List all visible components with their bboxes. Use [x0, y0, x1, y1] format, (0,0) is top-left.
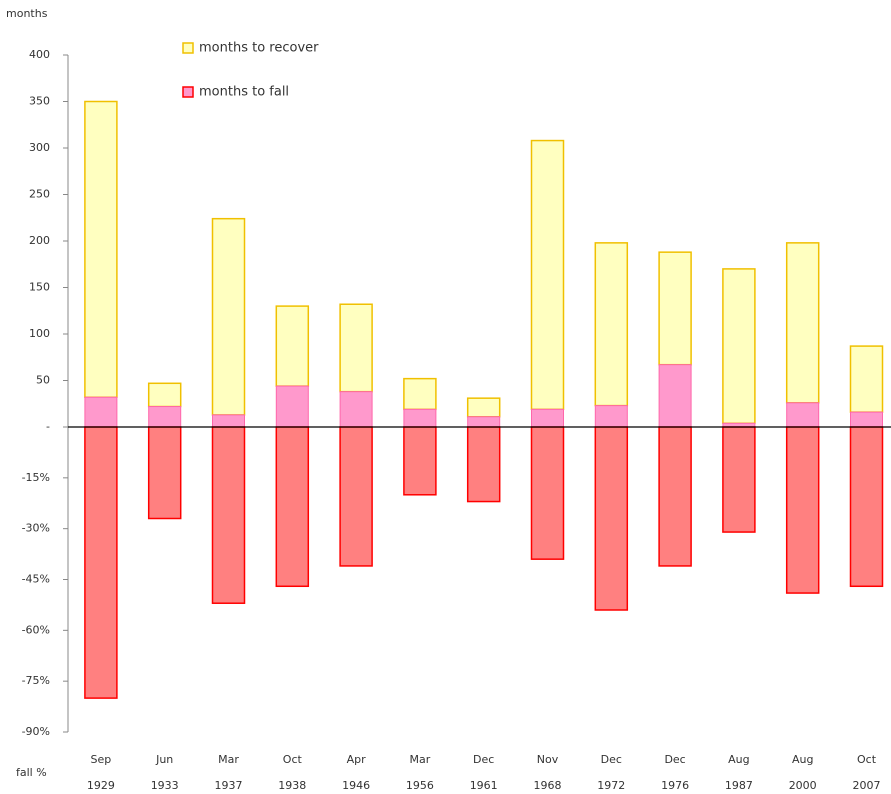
- x-tick-label: 1968: [534, 779, 562, 792]
- fall-months-bar: [275, 385, 309, 428]
- legend-swatch: [182, 86, 194, 98]
- y2-axis-label: fall %: [16, 766, 47, 779]
- fall-percent-bar: [275, 426, 310, 588]
- y2-tick-label: -15%: [22, 471, 50, 484]
- recover-bar: [275, 305, 310, 387]
- fall-percent-bar: [785, 426, 820, 594]
- y-tick-label: 250: [29, 188, 50, 201]
- y2-tick-label: -30%: [22, 522, 50, 535]
- x-tick-label: 1987: [725, 779, 753, 792]
- fall-percent-bar: [594, 426, 629, 611]
- recover-bar: [849, 345, 884, 413]
- recover-bar: [785, 242, 820, 404]
- fall-percent-bar: [84, 426, 118, 699]
- y2-tick-label: -60%: [22, 623, 50, 636]
- recover-bar: [594, 242, 629, 407]
- fall-percent-bar: [658, 426, 692, 567]
- x-tick-label: Jun: [155, 753, 173, 766]
- fall-months-bar: [403, 408, 437, 428]
- fall-months-bar: [850, 411, 883, 428]
- fall-months-bar: [212, 414, 245, 428]
- y-tick-label: 350: [29, 95, 50, 108]
- fall-months-bar: [84, 396, 118, 428]
- legend-label: months to recover: [199, 41, 319, 56]
- fall-percent-bar: [530, 426, 565, 560]
- fall-months-bar: [786, 402, 820, 428]
- y2-tick-label: -45%: [22, 573, 50, 586]
- y2-tick-label: -75%: [22, 674, 50, 687]
- recover-bar: [147, 382, 182, 408]
- y2-tick-label: -90%: [22, 725, 50, 738]
- fall-months-bar: [531, 408, 564, 428]
- recover-bar: [339, 303, 373, 393]
- x-tick-label: Dec: [601, 753, 622, 766]
- fall-percent-bar: [849, 426, 884, 588]
- recover-bar: [530, 139, 565, 411]
- x-tick-label: 1976: [661, 779, 689, 792]
- fall-percent-bar: [466, 426, 501, 503]
- x-tick-label: Dec: [473, 753, 494, 766]
- fall-months-bar: [658, 364, 692, 428]
- x-tick-label: Aug: [728, 753, 749, 766]
- y-tick-label: 300: [29, 141, 50, 154]
- x-tick-label: Mar: [218, 753, 239, 766]
- recover-bar: [211, 217, 246, 416]
- fall-months-bar: [148, 406, 182, 428]
- recover-bar: [466, 397, 501, 418]
- x-tick-label: Nov: [537, 753, 559, 766]
- fall-months-bar: [594, 405, 628, 428]
- fall-percent-bar: [147, 426, 182, 520]
- fall-months-bar: [467, 416, 501, 428]
- x-tick-label: Dec: [664, 753, 685, 766]
- y-tick-label: 200: [29, 234, 50, 247]
- x-tick-label: 1946: [342, 779, 370, 792]
- x-tick-label: Oct: [283, 753, 303, 766]
- legend-label: months to fall: [199, 85, 289, 100]
- y-tick-label: 50: [36, 374, 50, 387]
- x-tick-label: Sep: [91, 753, 112, 766]
- y-tick-label: 150: [29, 281, 50, 294]
- recover-bar: [722, 268, 756, 425]
- x-tick-label: Aug: [792, 753, 813, 766]
- recover-bar: [658, 251, 692, 366]
- x-tick-label: 2007: [853, 779, 881, 792]
- x-tick-label: 1937: [215, 779, 243, 792]
- recover-bar: [403, 377, 437, 411]
- x-tick-label: 1956: [406, 779, 434, 792]
- fall-months-bar: [339, 391, 373, 428]
- y-tick-label: 400: [29, 48, 50, 61]
- x-tick-label: 1938: [278, 779, 306, 792]
- x-tick-label: Mar: [410, 753, 431, 766]
- y-tick-label: 100: [29, 327, 50, 340]
- y-axis-label: months: [6, 7, 48, 20]
- x-tick-label: 1933: [151, 779, 179, 792]
- fall-percent-bar: [339, 426, 373, 567]
- recover-bar: [84, 100, 118, 398]
- fall-percent-bar: [211, 426, 246, 604]
- x-tick-label: Oct: [857, 753, 877, 766]
- x-tick-label: 2000: [789, 779, 817, 792]
- legend-swatch: [182, 42, 194, 54]
- x-tick-label: Apr: [347, 753, 367, 766]
- fall-percent-bar: [722, 426, 756, 533]
- y-tick-label: -: [46, 420, 50, 433]
- x-tick-label: 1961: [470, 779, 498, 792]
- x-tick-label: 1929: [87, 779, 115, 792]
- x-tick-label: 1972: [597, 779, 625, 792]
- fall-percent-bar: [403, 426, 437, 496]
